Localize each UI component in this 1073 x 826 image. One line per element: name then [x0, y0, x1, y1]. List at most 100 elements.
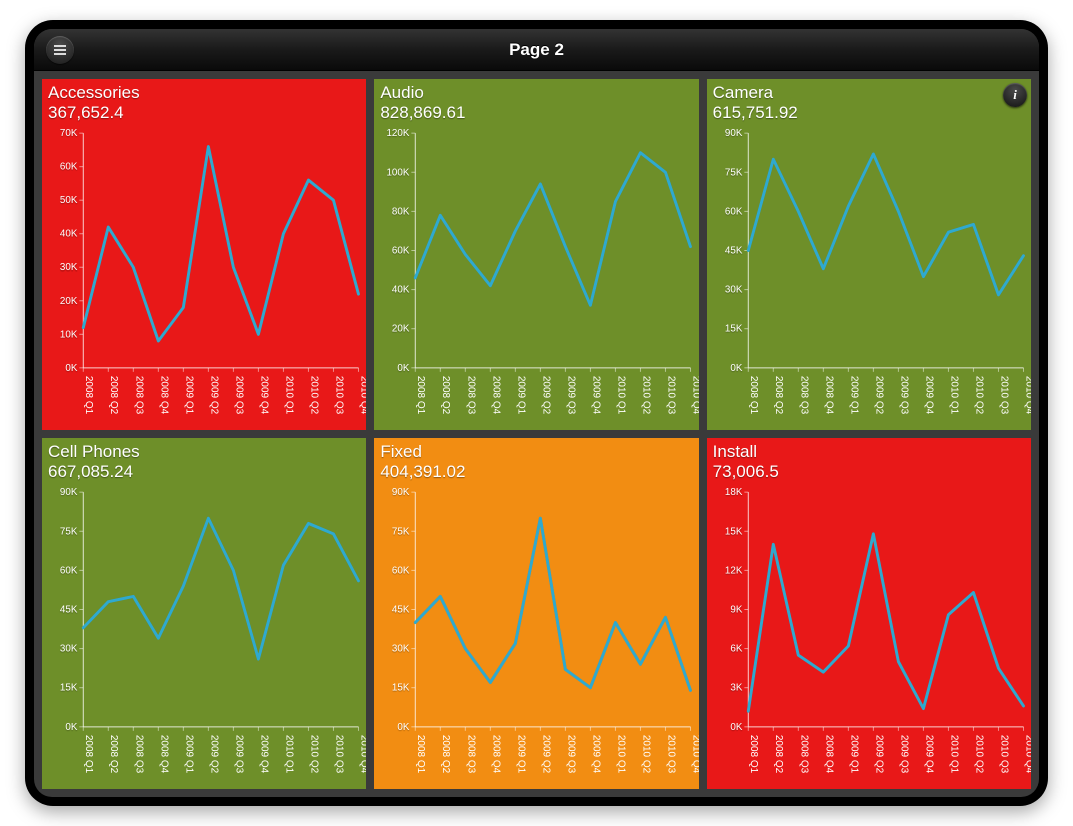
chart-panel[interactable]: Fixed404,391.020K15K30K45K60K75K90K2008 …: [374, 438, 698, 789]
panel-title: Camera: [713, 83, 798, 103]
svg-text:2010 Q1: 2010 Q1: [616, 376, 627, 415]
svg-text:50K: 50K: [60, 195, 78, 206]
svg-text:75K: 75K: [60, 526, 78, 537]
svg-text:70K: 70K: [60, 128, 78, 139]
svg-text:45K: 45K: [725, 245, 743, 256]
svg-text:2008 Q2: 2008 Q2: [441, 376, 452, 415]
svg-text:40K: 40K: [392, 285, 410, 296]
svg-text:2008 Q3: 2008 Q3: [133, 735, 144, 774]
svg-text:2010 Q1: 2010 Q1: [948, 376, 959, 415]
svg-text:2008 Q1: 2008 Q1: [748, 376, 759, 415]
panel-value: 667,085.24: [48, 462, 140, 482]
svg-text:20K: 20K: [392, 324, 410, 335]
svg-text:2010 Q3: 2010 Q3: [998, 735, 1009, 774]
svg-text:2009 Q2: 2009 Q2: [873, 376, 884, 415]
data-series: [83, 147, 358, 341]
chart-panel[interactable]: Accessories367,652.40K10K20K30K40K50K60K…: [42, 79, 366, 430]
panel-header: Install73,006.5: [713, 442, 779, 481]
svg-text:2008 Q1: 2008 Q1: [748, 735, 759, 774]
info-button[interactable]: i: [1003, 83, 1027, 107]
panel-header: Camera615,751.92: [713, 83, 798, 122]
svg-text:2010 Q4: 2010 Q4: [691, 735, 699, 774]
svg-text:2010 Q2: 2010 Q2: [973, 735, 984, 774]
chart-panel[interactable]: Camera615,751.920K15K30K45K60K75K90K2008…: [707, 79, 1031, 430]
svg-text:2008 Q3: 2008 Q3: [798, 735, 809, 774]
svg-text:75K: 75K: [725, 167, 743, 178]
data-series: [416, 518, 691, 690]
svg-text:2010 Q4: 2010 Q4: [691, 376, 699, 415]
page-title: Page 2: [34, 40, 1039, 60]
svg-text:80K: 80K: [392, 206, 410, 217]
svg-text:100K: 100K: [387, 167, 410, 178]
panel-value: 615,751.92: [713, 103, 798, 123]
svg-text:2009 Q1: 2009 Q1: [848, 735, 859, 774]
svg-text:2008 Q2: 2008 Q2: [441, 735, 452, 774]
svg-text:2010 Q4: 2010 Q4: [358, 376, 366, 415]
svg-text:3K: 3K: [730, 683, 742, 694]
line-chart: 0K15K30K45K60K75K90K2008 Q12008 Q22008 Q…: [707, 79, 1031, 430]
svg-text:6K: 6K: [730, 644, 742, 655]
chart-panel[interactable]: Audio828,869.610K20K40K60K80K100K120K200…: [374, 79, 698, 430]
svg-text:40K: 40K: [60, 229, 78, 240]
svg-text:2008 Q4: 2008 Q4: [491, 376, 502, 415]
svg-text:2009 Q3: 2009 Q3: [898, 735, 909, 774]
svg-text:90K: 90K: [725, 128, 743, 139]
svg-text:2010 Q1: 2010 Q1: [283, 735, 294, 774]
svg-text:90K: 90K: [60, 487, 78, 498]
svg-text:2009 Q3: 2009 Q3: [233, 376, 244, 415]
svg-text:2008 Q4: 2008 Q4: [158, 735, 169, 774]
svg-text:2009 Q2: 2009 Q2: [208, 735, 219, 774]
svg-text:120K: 120K: [387, 128, 410, 139]
svg-text:2009 Q2: 2009 Q2: [541, 376, 552, 415]
panel-header: Accessories367,652.4: [48, 83, 140, 122]
svg-text:2008 Q1: 2008 Q1: [83, 735, 94, 774]
svg-text:2009 Q3: 2009 Q3: [566, 735, 577, 774]
panel-header: Fixed404,391.02: [380, 442, 465, 481]
svg-text:2009 Q2: 2009 Q2: [541, 735, 552, 774]
svg-text:2009 Q4: 2009 Q4: [258, 735, 269, 774]
panel-value: 73,006.5: [713, 462, 779, 482]
info-icon: i: [1013, 87, 1017, 103]
svg-text:2010 Q4: 2010 Q4: [1023, 376, 1031, 415]
svg-text:0K: 0K: [65, 722, 77, 733]
svg-text:2009 Q1: 2009 Q1: [516, 735, 527, 774]
svg-text:2008 Q4: 2008 Q4: [823, 735, 834, 774]
chart-panel[interactable]: Cell Phones667,085.240K15K30K45K60K75K90…: [42, 438, 366, 789]
svg-text:2008 Q2: 2008 Q2: [773, 376, 784, 415]
svg-text:2008 Q3: 2008 Q3: [798, 376, 809, 415]
svg-text:2010 Q4: 2010 Q4: [358, 735, 366, 774]
svg-text:2009 Q1: 2009 Q1: [183, 376, 194, 415]
svg-text:2009 Q3: 2009 Q3: [898, 376, 909, 415]
svg-text:30K: 30K: [392, 644, 410, 655]
svg-text:2009 Q1: 2009 Q1: [848, 376, 859, 415]
svg-text:10K: 10K: [60, 329, 78, 340]
menu-button[interactable]: [46, 36, 74, 64]
line-chart: 0K3K6K9K12K15K18K2008 Q12008 Q22008 Q320…: [707, 438, 1031, 789]
panel-title: Audio: [380, 83, 465, 103]
svg-text:0K: 0K: [398, 363, 410, 374]
svg-text:2008 Q1: 2008 Q1: [83, 376, 94, 415]
svg-text:2008 Q2: 2008 Q2: [773, 735, 784, 774]
svg-text:2010 Q1: 2010 Q1: [283, 376, 294, 415]
svg-text:2010 Q2: 2010 Q2: [308, 376, 319, 415]
svg-text:2010 Q1: 2010 Q1: [948, 735, 959, 774]
svg-text:2009 Q2: 2009 Q2: [873, 735, 884, 774]
svg-text:30K: 30K: [60, 644, 78, 655]
svg-text:2009 Q3: 2009 Q3: [566, 376, 577, 415]
svg-text:2010 Q3: 2010 Q3: [666, 735, 677, 774]
svg-text:2010 Q3: 2010 Q3: [666, 376, 677, 415]
svg-text:2010 Q2: 2010 Q2: [641, 735, 652, 774]
svg-text:15K: 15K: [725, 526, 743, 537]
svg-text:2008 Q4: 2008 Q4: [491, 735, 502, 774]
panel-value: 367,652.4: [48, 103, 140, 123]
svg-text:0K: 0K: [730, 722, 742, 733]
svg-text:45K: 45K: [60, 604, 78, 615]
line-chart: 0K10K20K30K40K50K60K70K2008 Q12008 Q2200…: [42, 79, 366, 430]
svg-text:0K: 0K: [398, 722, 410, 733]
chart-panel[interactable]: Install73,006.50K3K6K9K12K15K18K2008 Q12…: [707, 438, 1031, 789]
svg-text:2010 Q2: 2010 Q2: [308, 735, 319, 774]
svg-text:2008 Q1: 2008 Q1: [416, 376, 427, 415]
svg-text:30K: 30K: [725, 285, 743, 296]
line-chart: 0K15K30K45K60K75K90K2008 Q12008 Q22008 Q…: [42, 438, 366, 789]
screen: Page 2 i Accessories367,652.40K10K20K30K…: [34, 29, 1039, 797]
